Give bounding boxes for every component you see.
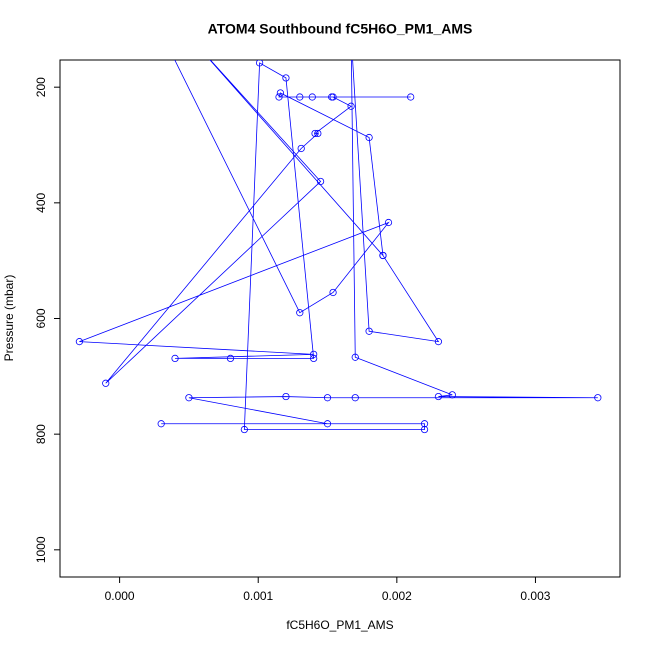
x-tick-label: 0.003 bbox=[520, 589, 550, 603]
y-axis-label: Pressure (mbar) bbox=[2, 275, 16, 362]
y-tick-label: 800 bbox=[34, 424, 48, 444]
data-point bbox=[226, 354, 235, 363]
data-point bbox=[407, 93, 415, 101]
data-point bbox=[323, 420, 332, 428]
data-point bbox=[365, 133, 373, 142]
data-point bbox=[379, 251, 387, 260]
data-point bbox=[157, 420, 165, 428]
data-point bbox=[308, 93, 316, 101]
y-tick-label: 600 bbox=[34, 308, 48, 328]
data-line bbox=[79, 60, 598, 430]
data-point bbox=[448, 391, 456, 399]
data-point bbox=[351, 353, 359, 361]
plot-area bbox=[75, 60, 602, 434]
x-axis-label: fC5H6O_PM1_AMS bbox=[286, 618, 393, 632]
chart-title: ATOM4 Southbound fC5H6O_PM1_AMS bbox=[208, 21, 473, 37]
data-point bbox=[282, 74, 290, 82]
data-point bbox=[434, 338, 443, 346]
data-point bbox=[185, 394, 193, 402]
y-tick-label: 400 bbox=[34, 193, 48, 213]
data-point bbox=[276, 89, 284, 97]
data-point bbox=[384, 218, 393, 227]
data-point bbox=[311, 129, 319, 138]
data-point bbox=[328, 93, 336, 101]
data-point bbox=[434, 392, 443, 401]
data-point bbox=[329, 288, 337, 297]
data-point bbox=[420, 425, 429, 434]
data-point bbox=[316, 177, 325, 186]
data-point bbox=[323, 394, 332, 402]
data-point bbox=[310, 350, 318, 358]
y-tick-label: 1000 bbox=[34, 536, 48, 563]
data-point bbox=[310, 354, 318, 363]
data-point bbox=[351, 394, 359, 402]
x-tick-label: 0.000 bbox=[105, 589, 135, 603]
data-point bbox=[296, 93, 304, 101]
data-point bbox=[275, 93, 283, 101]
x-tick-label: 0.001 bbox=[243, 589, 273, 603]
data-point bbox=[314, 129, 322, 138]
data-point bbox=[347, 102, 355, 110]
data-point bbox=[365, 327, 373, 335]
y-tick-label: 200 bbox=[34, 77, 48, 97]
data-point bbox=[297, 144, 305, 153]
data-point bbox=[171, 354, 179, 363]
data-point bbox=[282, 392, 290, 401]
data-point bbox=[75, 338, 84, 346]
data-point bbox=[420, 420, 429, 428]
data-point bbox=[594, 394, 602, 402]
data-point bbox=[296, 309, 304, 317]
data-point bbox=[240, 425, 248, 434]
data-point bbox=[102, 379, 110, 387]
data-point bbox=[256, 60, 264, 67]
x-tick-label: 0.002 bbox=[382, 589, 412, 603]
